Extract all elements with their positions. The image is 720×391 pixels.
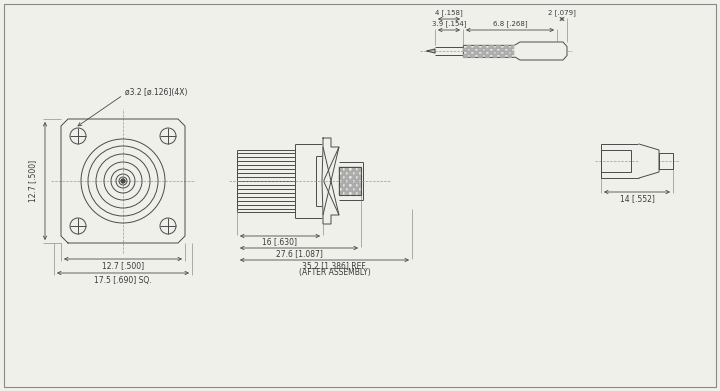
Polygon shape bbox=[478, 48, 482, 51]
Polygon shape bbox=[639, 144, 659, 178]
Polygon shape bbox=[489, 45, 492, 48]
Bar bbox=[435, 49, 463, 53]
Polygon shape bbox=[504, 45, 508, 48]
Polygon shape bbox=[504, 51, 508, 54]
Bar bbox=[601, 150, 631, 172]
Polygon shape bbox=[342, 171, 346, 175]
Bar bbox=[659, 153, 673, 169]
Polygon shape bbox=[492, 54, 496, 57]
Polygon shape bbox=[342, 187, 346, 191]
Text: RECOMMENDED: RECOMMENDED bbox=[480, 0, 541, 2]
Text: (AFTER ASSEMBLY): (AFTER ASSEMBLY) bbox=[299, 269, 370, 278]
Text: 27.6 [1.087]: 27.6 [1.087] bbox=[276, 249, 323, 258]
Polygon shape bbox=[470, 54, 474, 57]
Bar bbox=[601, 144, 639, 178]
Polygon shape bbox=[515, 42, 567, 60]
Polygon shape bbox=[355, 187, 358, 191]
Polygon shape bbox=[485, 54, 489, 57]
Polygon shape bbox=[348, 171, 351, 175]
Polygon shape bbox=[346, 175, 348, 179]
Text: 16 [.630]: 16 [.630] bbox=[263, 237, 297, 246]
Polygon shape bbox=[339, 175, 342, 179]
Polygon shape bbox=[346, 191, 348, 195]
Circle shape bbox=[121, 179, 125, 183]
Polygon shape bbox=[358, 175, 361, 179]
Polygon shape bbox=[339, 167, 342, 171]
Polygon shape bbox=[346, 167, 348, 171]
Polygon shape bbox=[351, 167, 355, 171]
Polygon shape bbox=[358, 167, 361, 171]
Text: 4 [.158]: 4 [.158] bbox=[435, 10, 463, 16]
Polygon shape bbox=[463, 54, 467, 57]
Polygon shape bbox=[511, 45, 515, 48]
Polygon shape bbox=[339, 191, 342, 195]
Polygon shape bbox=[478, 54, 482, 57]
Polygon shape bbox=[358, 191, 361, 195]
Polygon shape bbox=[511, 51, 515, 54]
Polygon shape bbox=[61, 119, 185, 243]
Text: 12.7 [.500]: 12.7 [.500] bbox=[102, 262, 144, 271]
Text: 3.9 [.154]: 3.9 [.154] bbox=[432, 21, 467, 27]
Polygon shape bbox=[474, 51, 478, 54]
Polygon shape bbox=[482, 45, 485, 48]
Polygon shape bbox=[427, 49, 435, 53]
Bar bbox=[237, 153, 295, 209]
Text: 6.8 [.268]: 6.8 [.268] bbox=[492, 21, 527, 27]
Polygon shape bbox=[351, 175, 355, 179]
Bar bbox=[463, 45, 515, 57]
Polygon shape bbox=[355, 171, 358, 175]
Polygon shape bbox=[474, 45, 478, 48]
Text: ø3.2 [ø.126](4X): ø3.2 [ø.126](4X) bbox=[125, 88, 187, 97]
Polygon shape bbox=[467, 51, 470, 54]
Bar bbox=[659, 153, 673, 169]
Polygon shape bbox=[339, 183, 342, 187]
Polygon shape bbox=[508, 48, 511, 51]
Polygon shape bbox=[351, 191, 355, 195]
Text: 35.2 [1.386] REF.: 35.2 [1.386] REF. bbox=[302, 262, 367, 271]
Polygon shape bbox=[482, 51, 485, 54]
Polygon shape bbox=[492, 48, 496, 51]
Polygon shape bbox=[508, 54, 511, 57]
Polygon shape bbox=[500, 48, 504, 51]
Polygon shape bbox=[463, 48, 467, 51]
Bar bbox=[435, 47, 463, 55]
Polygon shape bbox=[358, 183, 361, 187]
Polygon shape bbox=[489, 51, 492, 54]
Polygon shape bbox=[351, 183, 355, 187]
Text: 12.7 [.500]: 12.7 [.500] bbox=[29, 160, 37, 202]
Polygon shape bbox=[342, 179, 346, 183]
Polygon shape bbox=[470, 48, 474, 51]
Bar bbox=[601, 144, 639, 178]
Bar bbox=[339, 167, 361, 195]
Text: 14 [.552]: 14 [.552] bbox=[620, 194, 654, 203]
Polygon shape bbox=[348, 187, 351, 191]
Text: 17.5 [.690] SQ.: 17.5 [.690] SQ. bbox=[94, 276, 152, 285]
Bar bbox=[339, 167, 361, 195]
Polygon shape bbox=[346, 183, 348, 187]
Polygon shape bbox=[485, 48, 489, 51]
Polygon shape bbox=[467, 45, 470, 48]
Polygon shape bbox=[496, 45, 500, 48]
Polygon shape bbox=[355, 179, 358, 183]
Polygon shape bbox=[348, 179, 351, 183]
Polygon shape bbox=[500, 54, 504, 57]
Polygon shape bbox=[322, 138, 339, 224]
Polygon shape bbox=[496, 51, 500, 54]
Text: 2 [.079]: 2 [.079] bbox=[548, 10, 576, 16]
Bar bbox=[295, 144, 323, 218]
